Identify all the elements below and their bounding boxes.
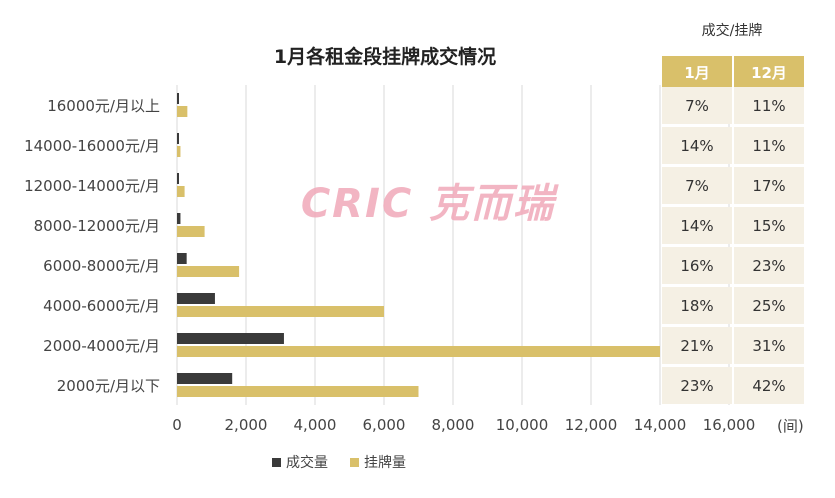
ratio-value: 15% [752,217,785,235]
category-label: 16000元/月以上 [47,97,160,115]
x-tick-label: 4,000 [294,416,337,434]
bar-listings [177,146,181,157]
bar-listings [177,306,384,317]
category-label: 14000-16000元/月 [24,137,160,155]
legend-label-deals: 成交量 [286,455,328,471]
legend-label-listings: 挂牌量 [364,455,406,471]
bar-deals [177,133,179,144]
legend-swatch-deals [272,457,281,467]
ratio-cell [734,367,804,404]
category-label: 12000-14000元/月 [24,177,160,195]
bar-listings [177,226,205,237]
ratio-value: 31% [752,337,785,355]
ratio-value: 14% [680,137,713,155]
ratio-cell [734,247,804,284]
x-tick-label: 2,000 [225,416,268,434]
ratio-cell [662,247,732,284]
bar-deals [177,253,187,264]
ratio-cell [662,207,732,244]
ratio-col-header: 12月 [751,64,787,82]
ratio-cell [734,327,804,364]
ratio-value: 7% [685,97,709,115]
ratio-value: 23% [752,257,785,275]
ratio-value: 42% [752,377,785,395]
bar-deals [177,293,215,304]
legend: 成交量 挂牌量 [0,452,835,474]
ratio-value: 25% [752,297,785,315]
bar-listings [177,186,185,197]
bar-deals [177,373,233,384]
category-label: 4000-6000元/月 [43,297,160,315]
ratio-value: 17% [752,177,785,195]
ratio-value: 16% [680,257,713,275]
ratio-value: 14% [680,217,713,235]
bar-deals [177,173,179,184]
ratio-cell [662,327,732,364]
x-tick-label: 12,000 [565,416,618,434]
ratio-cell [734,287,804,324]
ratio-value: 21% [680,337,713,355]
bar-listings [177,386,419,397]
ratio-value: 11% [752,137,785,155]
legend-swatch-listings [350,457,359,467]
x-axis-unit: (间) [777,417,804,435]
chart-title: 1月各租金段挂牌成交情况 [273,46,497,68]
category-label: 2000元/月以下 [57,377,160,395]
bar-listings [177,266,240,277]
bar-deals [177,213,181,224]
bar-deals [177,93,179,104]
watermark-logo: CRIC 克而瑞 [301,181,559,227]
category-label: 6000-8000元/月 [43,257,160,275]
ratio-col-header-cell [662,56,732,88]
category-label: 2000-4000元/月 [43,337,160,355]
ratio-cell [662,167,732,204]
ratio-cell [734,207,804,244]
legend-item-listings: 挂牌量 [350,452,406,472]
ratio-cell [662,287,732,324]
x-tick-label: 8,000 [432,416,475,434]
ratio-cell [662,127,732,164]
x-tick-label: 6,000 [363,416,406,434]
category-label: 8000-12000元/月 [34,217,160,235]
bar-listings [177,106,188,117]
ratio-col-header-cell [734,56,804,88]
ratio-table-header: 成交/挂牌 [701,23,763,39]
ratio-value: 23% [680,377,713,395]
x-tick-label: 10,000 [496,416,549,434]
ratio-cell [662,367,732,404]
x-tick-label: 16,000 [703,416,756,434]
ratio-value: 11% [752,97,785,115]
x-tick-label: 0 [172,416,182,434]
ratio-col-header: 1月 [684,64,709,82]
bar-deals [177,333,284,344]
ratio-cell [734,127,804,164]
legend-item-deals: 成交量 [272,452,328,472]
ratio-value: 7% [685,177,709,195]
ratio-cell [734,167,804,204]
ratio-value: 18% [680,297,713,315]
ratio-cell [734,87,804,124]
bar-listings [177,346,660,357]
ratio-cell [662,87,732,124]
x-tick-label: 14,000 [634,416,687,434]
